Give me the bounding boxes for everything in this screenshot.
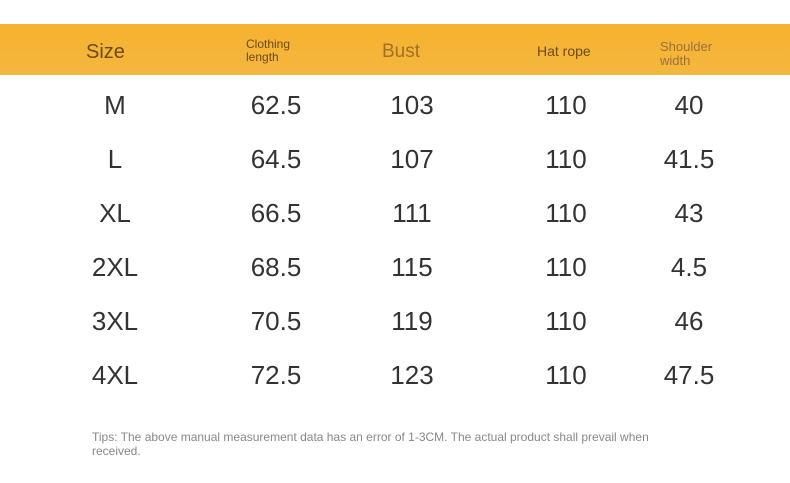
cell: 110 xyxy=(545,90,587,120)
cell: 70.5 xyxy=(250,306,302,336)
cell: 47.5 xyxy=(663,360,715,390)
cell: 40 xyxy=(674,90,704,120)
cell: 115 xyxy=(391,252,433,282)
cell: 41.5 xyxy=(663,144,715,174)
cell: 72.5 xyxy=(250,360,302,390)
cell: 66.5 xyxy=(250,198,302,228)
cell: 4XL xyxy=(91,360,139,390)
cell: 64.5 xyxy=(250,144,302,174)
tips: Tips: The above manual measurement data … xyxy=(92,430,649,458)
cell: 110 xyxy=(545,306,587,336)
cell: 110 xyxy=(545,252,587,282)
cell: 123 xyxy=(390,360,434,390)
cell: M xyxy=(104,90,126,120)
cell: 62.5 xyxy=(250,90,302,120)
column-header: Hat rope xyxy=(537,43,591,59)
cell: 107 xyxy=(390,144,434,174)
cell: 46 xyxy=(674,306,704,336)
cell: L xyxy=(107,144,123,174)
cell: 3XL xyxy=(91,306,139,336)
cell: 43 xyxy=(674,198,704,228)
cell: 103 xyxy=(390,90,434,120)
cell: XL xyxy=(99,198,131,228)
column-header: Size xyxy=(86,41,125,63)
cell: 110 xyxy=(545,144,587,174)
cell: 2XL xyxy=(91,252,139,282)
cell: 110 xyxy=(545,360,587,390)
cell: 119 xyxy=(391,306,433,336)
cell: 110 xyxy=(545,198,587,228)
cell: 68.5 xyxy=(250,252,302,282)
column-header: Bust xyxy=(382,41,421,62)
column-header: Shoulder width xyxy=(660,39,713,68)
cell: 111 xyxy=(392,198,432,228)
column-header: Clothing length xyxy=(246,37,291,64)
cell: 4.5 xyxy=(670,252,708,282)
header-band xyxy=(0,24,790,75)
